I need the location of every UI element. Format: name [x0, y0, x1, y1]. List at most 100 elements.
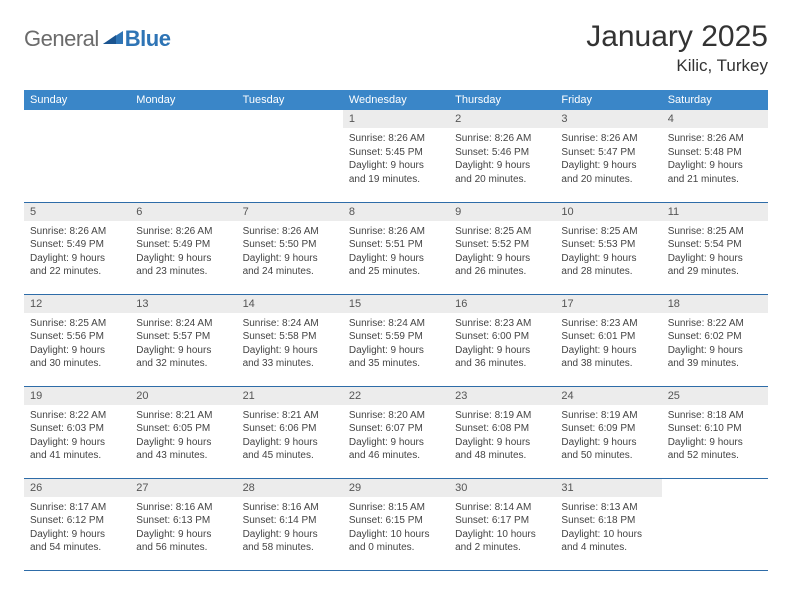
- sunrise-text: Sunrise: 8:22 AM: [668, 317, 762, 331]
- day-number: 15: [343, 295, 449, 313]
- daylight-line1: Daylight: 9 hours: [30, 436, 124, 450]
- sunrise-text: Sunrise: 8:18 AM: [668, 409, 762, 423]
- calendar-day-cell: 3Sunrise: 8:26 AMSunset: 5:47 PMDaylight…: [555, 110, 661, 202]
- calendar-day-cell: 28Sunrise: 8:16 AMSunset: 6:14 PMDayligh…: [237, 478, 343, 570]
- daylight-line1: Daylight: 9 hours: [455, 344, 549, 358]
- sunset-text: Sunset: 5:47 PM: [561, 146, 655, 160]
- daylight-line1: Daylight: 9 hours: [668, 252, 762, 266]
- sunrise-text: Sunrise: 8:25 AM: [455, 225, 549, 239]
- calendar-day-cell: [130, 110, 236, 202]
- calendar-day-cell: 18Sunrise: 8:22 AMSunset: 6:02 PMDayligh…: [662, 294, 768, 386]
- sunset-text: Sunset: 5:58 PM: [243, 330, 337, 344]
- daylight-line1: Daylight: 9 hours: [561, 159, 655, 173]
- sunset-text: Sunset: 6:05 PM: [136, 422, 230, 436]
- sunset-text: Sunset: 6:03 PM: [30, 422, 124, 436]
- calendar-week-row: 1Sunrise: 8:26 AMSunset: 5:45 PMDaylight…: [24, 110, 768, 202]
- daylight-line1: Daylight: 10 hours: [455, 528, 549, 542]
- calendar-day-cell: 17Sunrise: 8:23 AMSunset: 6:01 PMDayligh…: [555, 294, 661, 386]
- day-of-week-header: Friday: [555, 90, 661, 110]
- sunset-text: Sunset: 6:12 PM: [30, 514, 124, 528]
- calendar-day-cell: [237, 110, 343, 202]
- day-info: Sunrise: 8:16 AMSunset: 6:14 PMDaylight:…: [237, 497, 343, 561]
- sunset-text: Sunset: 6:08 PM: [455, 422, 549, 436]
- daylight-line2: and 21 minutes.: [668, 173, 762, 187]
- calendar-day-cell: 19 Sunrise: 8:22 AMSunset: 6:03 PMDayligh…: [24, 386, 130, 478]
- daylight-line2: and 32 minutes.: [136, 357, 230, 371]
- day-number: 12: [24, 295, 130, 313]
- day-info: Sunrise: 8:26 AMSunset: 5:51 PMDaylight:…: [343, 221, 449, 285]
- day-of-week-header: Tuesday: [237, 90, 343, 110]
- calendar-day-cell: 9Sunrise: 8:25 AMSunset: 5:52 PMDaylight…: [449, 202, 555, 294]
- calendar-day-cell: 26Sunrise: 8:17 AMSunset: 6:12 PMDayligh…: [24, 478, 130, 570]
- sunrise-text: Sunrise: 8:14 AM: [455, 501, 549, 515]
- day-info: Sunrise: 8:26 AMSunset: 5:45 PMDaylight:…: [343, 128, 449, 192]
- daylight-line1: Daylight: 9 hours: [668, 344, 762, 358]
- day-number: 30: [449, 479, 555, 497]
- day-of-week-row: SundayMondayTuesdayWednesdayThursdayFrid…: [24, 90, 768, 110]
- sunrise-text: Sunrise: 8:25 AM: [30, 317, 124, 331]
- day-number: 27: [130, 479, 236, 497]
- sunset-text: Sunset: 5:59 PM: [349, 330, 443, 344]
- daylight-line1: Daylight: 9 hours: [136, 436, 230, 450]
- sunrise-text: Sunrise: 8:23 AM: [455, 317, 549, 331]
- sunset-text: Sunset: 5:54 PM: [668, 238, 762, 252]
- day-number: 19: [24, 387, 130, 405]
- calendar-table: SundayMondayTuesdayWednesdayThursdayFrid…: [24, 90, 768, 571]
- sunrise-text: Sunrise: 8:24 AM: [349, 317, 443, 331]
- daylight-line2: and 22 minutes.: [30, 265, 124, 279]
- day-info: Sunrise: 8:26 AMSunset: 5:47 PMDaylight:…: [555, 128, 661, 192]
- calendar-day-cell: 2Sunrise: 8:26 AMSunset: 5:46 PMDaylight…: [449, 110, 555, 202]
- day-info: Sunrise: 8:20 AMSunset: 6:07 PMDaylight:…: [343, 405, 449, 469]
- day-info: Sunrise: 8:18 AMSunset: 6:10 PMDaylight:…: [662, 405, 768, 469]
- daylight-line2: and 58 minutes.: [243, 541, 337, 555]
- day-of-week-header: Saturday: [662, 90, 768, 110]
- daylight-line2: and 26 minutes.: [455, 265, 549, 279]
- sunrise-text: Sunrise: 8:24 AM: [136, 317, 230, 331]
- daylight-line2: and 48 minutes.: [455, 449, 549, 463]
- daylight-line1: Daylight: 9 hours: [561, 436, 655, 450]
- day-number: 11: [662, 203, 768, 221]
- day-number: 9: [449, 203, 555, 221]
- title-block: January 2025 Kilic, Turkey: [586, 20, 768, 76]
- daylight-line2: and 35 minutes.: [349, 357, 443, 371]
- day-info: [24, 116, 130, 126]
- day-number: 2: [449, 110, 555, 128]
- day-info: Sunrise: 8:13 AMSunset: 6:18 PMDaylight:…: [555, 497, 661, 561]
- day-info: Sunrise: 8:22 AMSunset: 6:02 PMDaylight:…: [662, 313, 768, 377]
- daylight-line2: and 20 minutes.: [561, 173, 655, 187]
- daylight-line2: and 50 minutes.: [561, 449, 655, 463]
- daylight-line2: and 29 minutes.: [668, 265, 762, 279]
- daylight-line1: Daylight: 9 hours: [243, 436, 337, 450]
- daylight-line2: and 43 minutes.: [136, 449, 230, 463]
- day-number: 8: [343, 203, 449, 221]
- day-number: 7: [237, 203, 343, 221]
- sunset-text: Sunset: 5:46 PM: [455, 146, 549, 160]
- day-info: Sunrise: 8:24 AMSunset: 5:57 PMDaylight:…: [130, 313, 236, 377]
- sunset-text: Sunset: 6:18 PM: [561, 514, 655, 528]
- sunrise-text: Sunrise: 8:23 AM: [561, 317, 655, 331]
- sunrise-text: Sunrise: 8:25 AM: [561, 225, 655, 239]
- day-info: Sunrise: 8:23 AMSunset: 6:01 PMDaylight:…: [555, 313, 661, 377]
- day-number: 6: [130, 203, 236, 221]
- sunrise-text: Sunrise: 8:16 AM: [136, 501, 230, 515]
- calendar-day-cell: 23Sunrise: 8:19 AMSunset: 6:08 PMDayligh…: [449, 386, 555, 478]
- sunset-text: Sunset: 6:10 PM: [668, 422, 762, 436]
- sunrise-text: Sunrise: 8:19 AM: [455, 409, 549, 423]
- daylight-line1: Daylight: 9 hours: [243, 344, 337, 358]
- day-number: 26: [24, 479, 130, 497]
- sunset-text: Sunset: 5:53 PM: [561, 238, 655, 252]
- sunrise-text: Sunrise: 8:22 AM: [30, 409, 124, 423]
- sunset-text: Sunset: 5:45 PM: [349, 146, 443, 160]
- month-title: January 2025: [586, 20, 768, 54]
- day-info: Sunrise: 8:25 AMSunset: 5:52 PMDaylight:…: [449, 221, 555, 285]
- sunset-text: Sunset: 6:15 PM: [349, 514, 443, 528]
- daylight-line2: and 52 minutes.: [668, 449, 762, 463]
- calendar-day-cell: 16Sunrise: 8:23 AMSunset: 6:00 PMDayligh…: [449, 294, 555, 386]
- sunrise-text: Sunrise: 8:20 AM: [349, 409, 443, 423]
- calendar-week-row: 5Sunrise: 8:26 AMSunset: 5:49 PMDaylight…: [24, 202, 768, 294]
- day-number: 31: [555, 479, 661, 497]
- daylight-line1: Daylight: 9 hours: [30, 528, 124, 542]
- calendar-day-cell: 20Sunrise: 8:21 AMSunset: 6:05 PMDayligh…: [130, 386, 236, 478]
- daylight-line1: Daylight: 10 hours: [349, 528, 443, 542]
- sunrise-text: Sunrise: 8:26 AM: [30, 225, 124, 239]
